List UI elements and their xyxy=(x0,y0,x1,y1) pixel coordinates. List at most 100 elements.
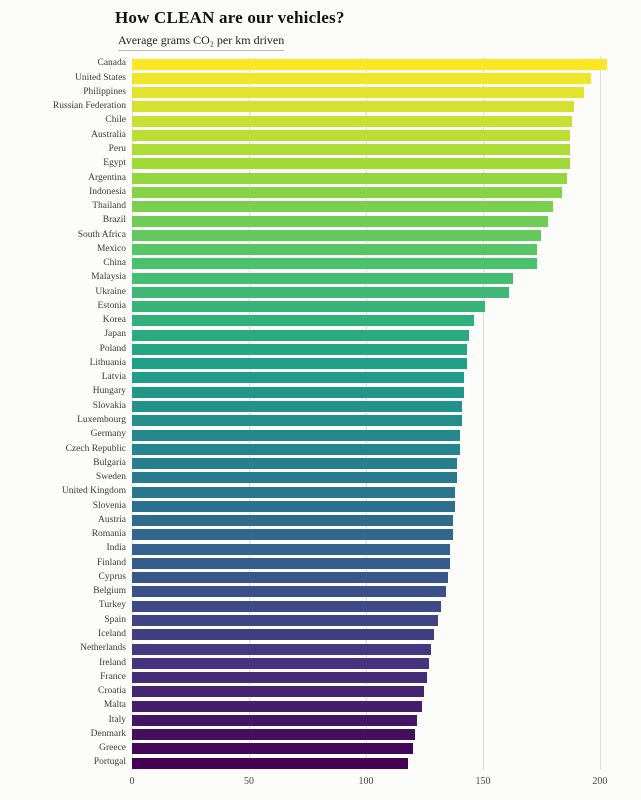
bar xyxy=(132,686,425,698)
country-label: Australia xyxy=(91,129,126,140)
bar xyxy=(132,72,591,84)
bar-row: China xyxy=(0,257,641,271)
country-label: Canada xyxy=(97,58,127,69)
bar-track xyxy=(132,285,628,299)
bar-track xyxy=(132,257,628,271)
country-label: Malta xyxy=(103,700,126,711)
bar-track xyxy=(132,442,628,456)
bar xyxy=(132,629,434,641)
country-label: Croatia xyxy=(98,686,126,697)
country-label: United Kingdom xyxy=(61,486,126,497)
bar-row: Japan xyxy=(0,328,641,342)
bar-track xyxy=(132,128,628,142)
country-label: Greece xyxy=(99,743,126,754)
bar-track xyxy=(132,542,628,556)
bar-track xyxy=(132,428,628,442)
bar-track xyxy=(132,86,628,100)
country-label: Iceland xyxy=(98,629,126,639)
bar xyxy=(132,187,563,199)
chart-header: How CLEAN are our vehicles? Average gram… xyxy=(0,0,641,51)
country-label: Poland xyxy=(99,343,126,354)
bar-row: Denmark xyxy=(0,727,641,741)
bar-chart: Canada United States Philippines Russian Fe… xyxy=(0,57,641,770)
bar-row: Poland xyxy=(0,342,641,356)
bar-track xyxy=(132,699,628,713)
bar xyxy=(132,443,460,455)
bar-row: Austria xyxy=(0,514,641,528)
bar-row: Argentina xyxy=(0,171,641,185)
bar-track xyxy=(132,342,628,356)
bar-track xyxy=(132,642,628,656)
bar-track xyxy=(132,100,628,114)
bar-row: Belgium xyxy=(0,585,641,599)
bar xyxy=(132,129,570,141)
bar-row: Spain xyxy=(0,613,641,627)
bar xyxy=(132,557,451,569)
bar-track xyxy=(132,499,628,513)
bar-track xyxy=(132,242,628,256)
country-label: Finland xyxy=(96,557,126,568)
bar-row: Mexico xyxy=(0,242,641,256)
bar-track xyxy=(132,371,628,385)
country-label: Brazil xyxy=(102,215,126,226)
country-label: Hungary xyxy=(92,386,126,397)
bar xyxy=(132,543,451,555)
bar-row: Ireland xyxy=(0,656,641,670)
bar xyxy=(132,572,448,584)
bar-track xyxy=(132,756,628,770)
bar xyxy=(132,244,537,256)
x-axis-tick-label: 150 xyxy=(475,776,491,787)
country-label: Belgium xyxy=(93,586,126,597)
bar-track xyxy=(132,314,628,328)
bar-row: Ukraine xyxy=(0,285,641,299)
chart-subtitle: Average grams CO₂ per km driven xyxy=(118,33,285,51)
country-label: Korea xyxy=(102,315,126,326)
country-label: Russian Federation xyxy=(52,101,126,112)
bar xyxy=(132,358,467,370)
bar-row: Portugal xyxy=(0,756,641,770)
bar-track xyxy=(132,727,628,741)
bar xyxy=(132,714,418,726)
bar-row: Indonesia xyxy=(0,185,641,199)
bar-track xyxy=(132,214,628,228)
country-label: Thailand xyxy=(92,201,126,212)
bar-row: Brazil xyxy=(0,214,641,228)
bar-row: Slovenia xyxy=(0,499,641,513)
country-label: Austria xyxy=(98,514,126,525)
bar-row: Slovakia xyxy=(0,399,641,413)
country-label: United States xyxy=(75,72,126,83)
bar-track xyxy=(132,300,628,314)
bar-track xyxy=(132,71,628,85)
bar-rows: Canada United States Philippines Russian Fe… xyxy=(0,57,641,770)
country-label: Peru xyxy=(108,143,126,154)
bar-track xyxy=(132,143,628,157)
country-label: Luxembourg xyxy=(77,415,126,426)
bar xyxy=(132,315,474,327)
bar xyxy=(132,215,549,227)
country-label: Ukraine xyxy=(95,286,126,297)
bar-row: Lithuania xyxy=(0,357,641,371)
bar xyxy=(132,500,455,512)
country-label: Mexico xyxy=(96,243,126,254)
bar xyxy=(132,286,509,298)
bar-row: Chile xyxy=(0,114,641,128)
bar xyxy=(132,343,467,355)
country-label: Latvia xyxy=(101,372,126,383)
bar xyxy=(132,515,453,527)
bar-row: Greece xyxy=(0,742,641,756)
bar xyxy=(132,657,430,669)
bar xyxy=(132,229,542,241)
bar-track xyxy=(132,713,628,727)
country-label: Turkey xyxy=(98,600,126,611)
bar-track xyxy=(132,200,628,214)
bar-row: Italy xyxy=(0,713,641,727)
bar-row: Finland xyxy=(0,556,641,570)
bar-track xyxy=(132,271,628,285)
x-axis-tick-label: 50 xyxy=(243,776,254,787)
country-label: Indonesia xyxy=(89,186,126,197)
country-label: Japan xyxy=(104,329,126,340)
bar-row: Australia xyxy=(0,128,641,142)
bar-track xyxy=(132,171,628,185)
bar-row: Czech Republic xyxy=(0,442,641,456)
